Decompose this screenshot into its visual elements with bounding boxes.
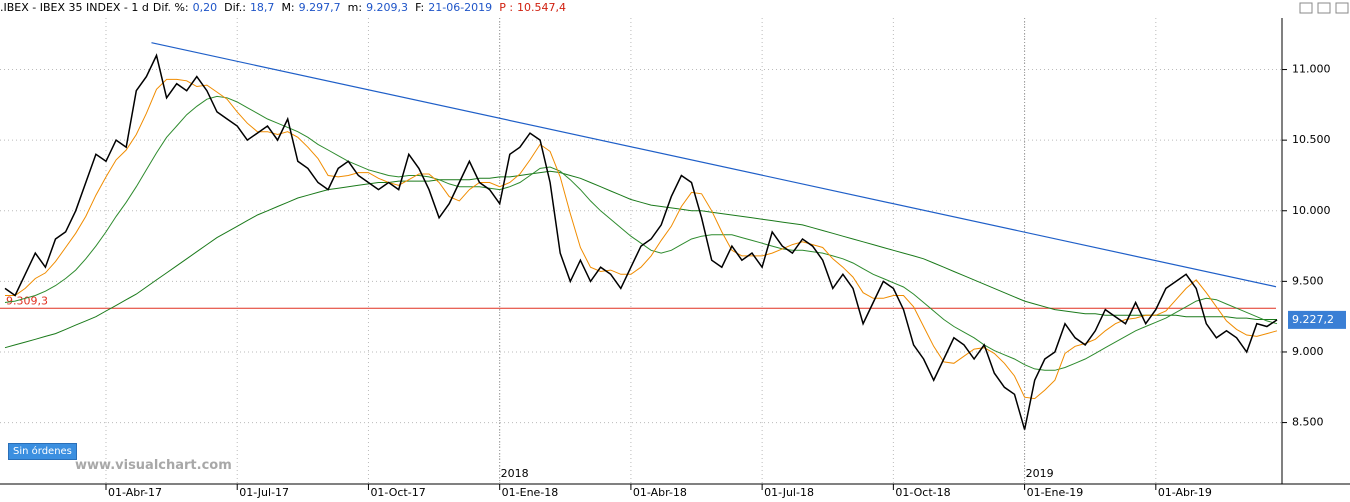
field-label: M: [281,1,295,14]
window-control[interactable] [1317,2,1331,14]
x-tick-label: 01-Oct-17 [370,486,425,499]
field-value: 9.297,7 [298,1,341,14]
series-line [4,170,1277,349]
reference-label: 9.309,3 [6,294,48,307]
field-value: 18,7 [249,1,275,14]
price-box [1288,310,1346,329]
year-label: 2018 [501,467,529,480]
x-tick-label: 01-Abr-17 [108,486,162,499]
x-tick-label: 01-Ene-19 [1027,486,1084,499]
field-value: 10.547,4 [517,1,567,14]
y-tick-label: 11.000 [1292,63,1331,76]
y-tick-label: 9.000 [1292,345,1324,358]
field-value: 0,20 [192,1,218,14]
x-tick-label: 01-Abr-18 [633,486,687,499]
price-label: 9.227,2 [1292,313,1334,326]
field-label: F: [415,1,425,14]
year-label: 2019 [1026,467,1054,480]
field-label: m: [347,1,363,14]
y-tick-label: 10.000 [1292,204,1331,217]
orders-button[interactable]: Sin órdenes [8,443,77,460]
header: .IBEX - IBEX 35 INDEX - 1 d Dif. %: 0,20 Di… [0,0,573,16]
window-control[interactable] [1299,2,1313,14]
x-tick-label: 01-Ene-18 [502,486,559,499]
series-line [4,53,1278,430]
watermark: www.visualchart.com [75,458,232,473]
field-value: 21-06-2019 [428,1,493,14]
series-line [5,78,1278,400]
x-tick-label: 01-Jul-17 [239,486,289,499]
field-value: 9.209,3 [366,1,409,14]
y-tick-label: 9.500 [1292,274,1324,287]
field-label: Dif. %: [152,1,189,14]
symbol: .IBEX - IBEX 35 INDEX - 1 d [0,1,149,14]
x-tick-label: 01-Jul-18 [764,486,814,499]
series-line [4,95,1278,371]
y-tick-label: 8.500 [1292,416,1324,429]
x-tick-label: 01-Oct-18 [895,486,950,499]
y-tick-label: 10.500 [1292,133,1331,146]
x-tick-label: 01-Abr-19 [1158,486,1212,499]
trendline [151,42,1277,288]
field-label: P : [499,1,514,14]
window-control[interactable] [1335,2,1349,14]
field-label: Dif.: [224,1,246,14]
